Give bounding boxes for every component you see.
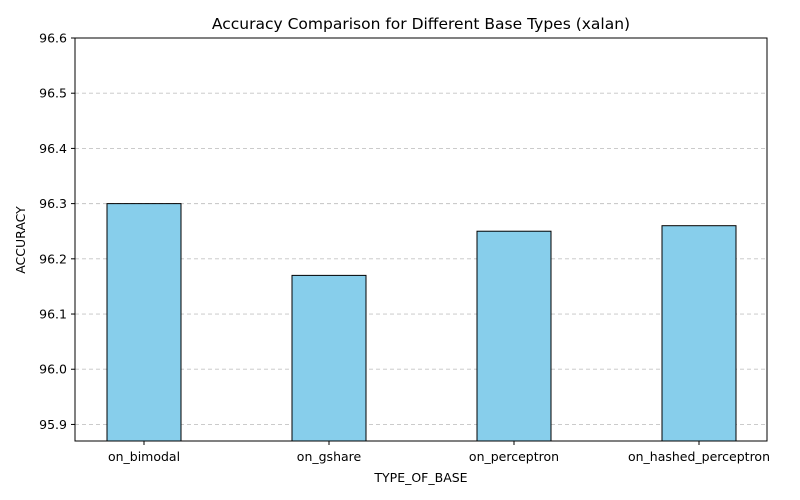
y-tick-label: 96.0 — [39, 362, 67, 377]
bar-on-hashed-perceptron — [661, 225, 737, 442]
x-tick-label: on_bimodal — [108, 449, 180, 464]
y-tick-label: 96.5 — [39, 86, 67, 101]
x-tick-label: on_hashed_perceptron — [628, 449, 770, 464]
y-tick-label: 96.3 — [39, 196, 67, 211]
x-tick-label: on_perceptron — [469, 449, 559, 464]
chart-title: Accuracy Comparison for Different Base T… — [212, 15, 630, 33]
y-tick-label: 96.4 — [39, 141, 67, 156]
grid-lines — [75, 92, 767, 425]
x-axis-label: TYPE_OF_BASE — [373, 470, 467, 485]
bar-on-perceptron — [476, 230, 552, 442]
x-axis-ticks: on_bimodal on_gshare on_perceptron on_hashe… — [108, 441, 770, 464]
y-tick-label: 96.1 — [39, 307, 67, 322]
plot-frame — [74, 37, 768, 442]
bar-on-bimodal — [106, 203, 182, 442]
x-tick-label: on_gshare — [297, 449, 362, 464]
y-tick-label: 95.9 — [39, 417, 67, 432]
y-tick-label: 96.2 — [39, 251, 67, 266]
y-tick-label: 96.6 — [39, 31, 67, 46]
y-axis-label: ACCURACY — [13, 206, 28, 274]
y-axis-ticks: 95.9 96.0 96.1 96.2 96.3 96.4 96.5 96.6 — [39, 31, 75, 432]
bar-on-gshare — [291, 274, 367, 442]
